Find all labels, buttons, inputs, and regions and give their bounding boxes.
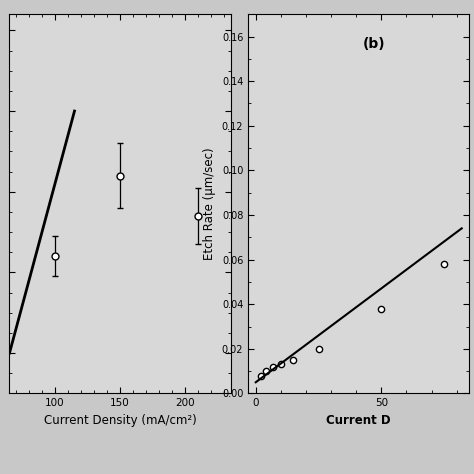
Y-axis label: Etch Rate (μm/sec): Etch Rate (μm/sec) [203,147,216,260]
X-axis label: Current D: Current D [327,414,391,427]
X-axis label: Current Density (mA/cm²): Current Density (mA/cm²) [44,414,196,427]
Text: (b): (b) [363,37,386,51]
